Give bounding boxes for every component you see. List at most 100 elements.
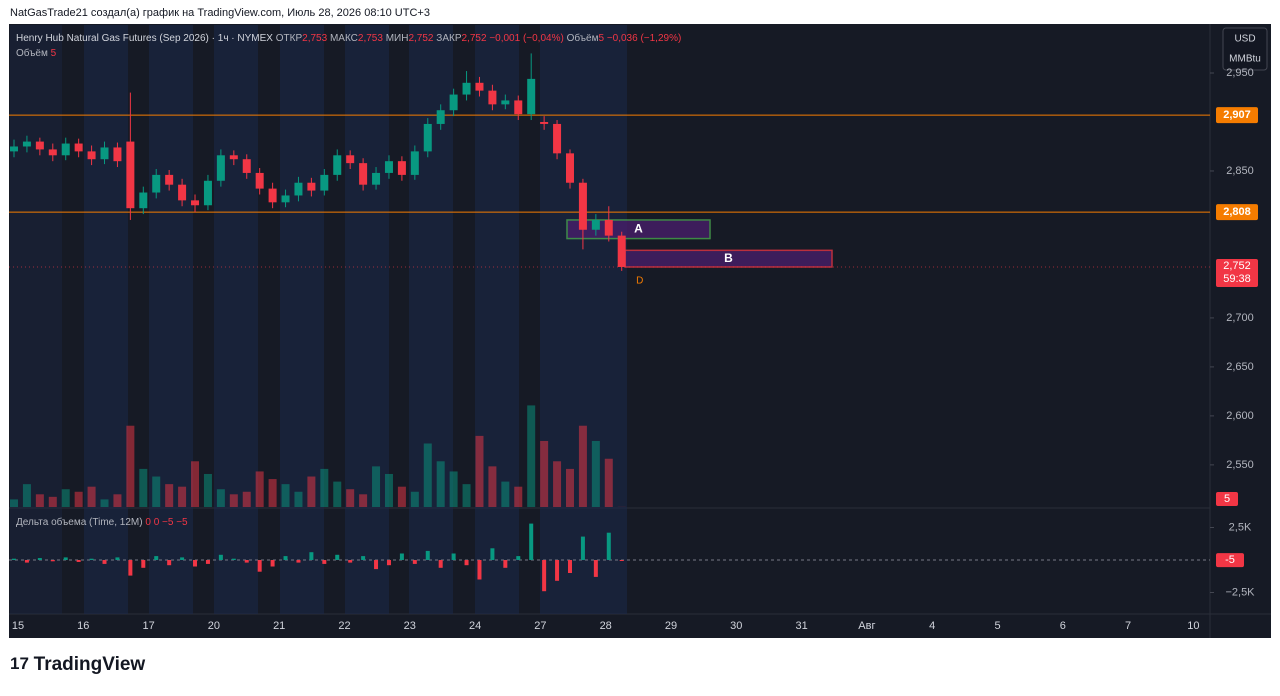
delta-bar [193,560,197,567]
delta-bar [180,557,184,560]
delta-bar [542,560,546,591]
delta-bar [154,556,158,560]
volume-bar [139,469,147,507]
delta-last-label: -5 [1225,554,1235,566]
y-tick-label: 2,700 [1226,312,1254,324]
x-tick-label: 28 [600,620,612,632]
delta-bar [38,558,42,560]
delta-bar [206,560,210,564]
volume-bar [282,484,290,507]
legend-value: 5 [598,33,604,44]
x-tick-label: 22 [338,620,350,632]
volume-bar [398,487,406,507]
volume-bar [514,487,522,507]
volume-bar [372,466,380,507]
volume-bar [450,471,458,507]
volume-bar [204,474,212,507]
volume-bar [88,487,96,507]
delta-bar [413,560,417,564]
candle-body [385,161,393,173]
candle-body [320,175,328,191]
x-tick-label: 7 [1125,620,1131,632]
session-band [280,25,324,614]
candle-body [488,91,496,105]
y-tick-label: 2,550 [1226,459,1254,471]
delta-bar [64,557,68,560]
candle-body [191,200,199,205]
x-tick-label: 24 [469,620,481,632]
session-band [475,25,519,614]
x-tick-label: Авг [858,620,875,632]
delta-bar [219,555,223,560]
delta-bar [374,560,378,569]
delta-bar [348,560,352,563]
candle-body [475,83,483,91]
candle-body [411,151,419,175]
delta-bar [465,560,469,565]
volume-bar [501,482,509,507]
delta-bar [387,560,391,565]
delta-bar [335,555,339,560]
legend-value: 2,753 [302,33,327,44]
delta-bar [581,537,585,560]
x-tick-label: 15 [12,620,24,632]
session-band [409,25,453,614]
volume-bar [385,474,393,507]
candle-body [204,181,212,205]
delta-bar [90,559,94,560]
volume-bar [191,461,199,507]
candle-body [579,183,587,230]
delta-bar [400,553,404,560]
x-tick-label: 6 [1060,620,1066,632]
legend-value: 2,752 [408,33,433,44]
volume-bar [475,436,483,507]
volume-bar [113,494,121,507]
delta-legend: Дельта объема (Time, 12M) 0 0 −5 −5 [16,516,188,528]
volume-bar [178,487,186,507]
legend-value: −0,036 (−1,29%) [607,33,682,44]
delta-bar [490,548,494,560]
volume-bar [346,489,354,507]
candle-body [592,220,600,230]
candle-body [10,146,18,151]
candle-body [527,79,535,114]
delta-bar [245,560,249,563]
volume-bar [566,469,574,507]
delta-bar [258,560,262,572]
level-label: 2,907 [1223,109,1251,121]
candle-body [282,195,290,202]
volume-bar [126,426,134,507]
volume-bar [592,441,600,507]
marker: D [636,276,643,287]
delta-bar [452,553,456,560]
volume-bar [307,477,315,507]
legend-value: 5 [51,48,57,59]
candle-body [501,100,509,104]
candle-body [437,110,445,124]
delta-bar [25,560,29,563]
delta-bar [271,560,275,567]
candle-body [553,124,561,153]
delta-bar [51,560,55,561]
delta-bar [607,533,611,560]
last-price-label: 2,752 [1223,260,1251,272]
level-label: 2,808 [1223,206,1251,218]
session-band [214,25,258,614]
volume-bar [217,489,225,507]
volume-bar [527,405,535,507]
delta-bar [141,560,145,568]
delta-bar [284,556,288,560]
volume-bar [424,444,432,508]
delta-bar [439,560,443,568]
volume-bar [553,461,561,507]
x-tick-label: 10 [1187,620,1199,632]
volume-bar [36,494,44,507]
volume-bar [243,492,251,507]
delta-bar [296,560,300,563]
candle-body [139,193,147,209]
delta-bar [103,560,107,564]
volume-bar [320,469,328,507]
delta-bar [568,560,572,573]
candle-body [540,122,548,124]
legend-key: Дельта объема (Time, 12M) [16,516,143,528]
